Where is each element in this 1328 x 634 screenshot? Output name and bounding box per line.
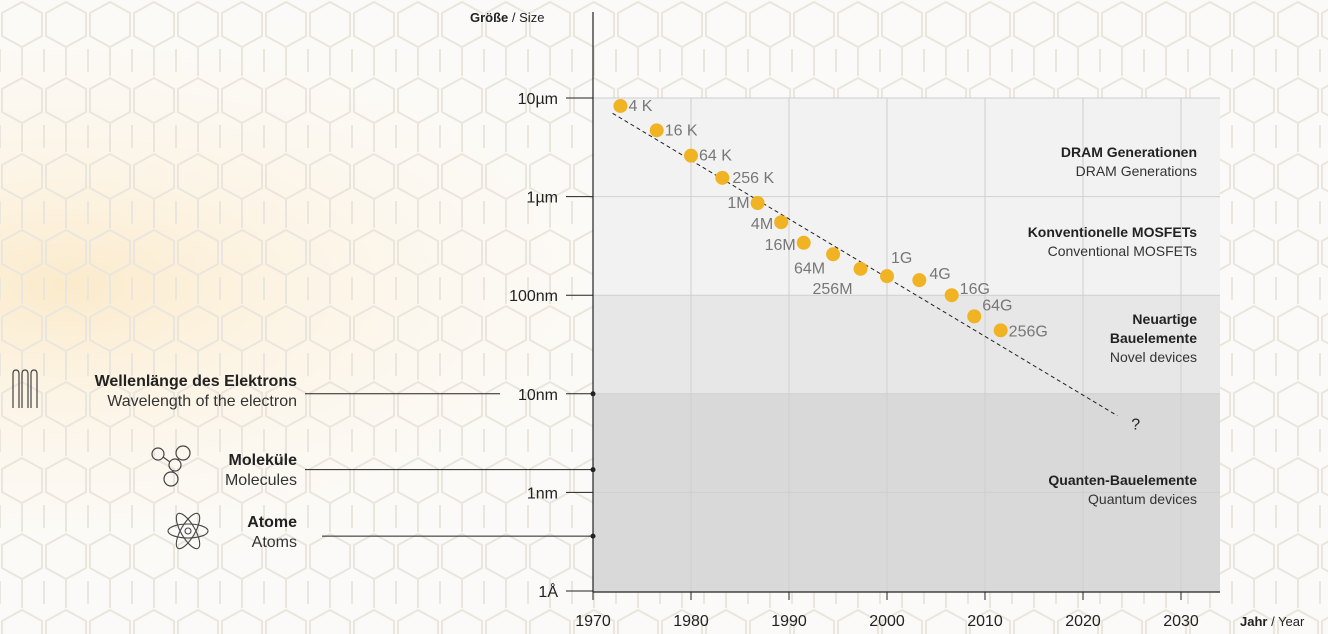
data-point (613, 98, 628, 113)
data-point-label: 64M (794, 260, 825, 277)
trend-end-label: ? (1131, 417, 1140, 434)
data-point (649, 123, 664, 138)
wave-icon (10, 368, 40, 417)
data-point (967, 309, 982, 324)
y-tick-label: 100nm (509, 288, 558, 305)
x-tick-label: 1970 (575, 613, 611, 630)
data-point-label: 1M (727, 195, 749, 212)
y-tick-label: 1nm (527, 485, 558, 502)
data-point-label: 16G (960, 281, 990, 298)
data-point-label: 16 K (665, 122, 698, 139)
zone-label-en-3: Quantum devices (1088, 491, 1197, 507)
legend-electron-de: Wellenlänge des Elektrons (94, 373, 297, 390)
x-tick-label: 2000 (869, 613, 905, 630)
data-point (853, 261, 868, 276)
reference-dot-0 (590, 391, 596, 397)
data-point-label: 256 K (732, 170, 774, 187)
legend-electron-en: Wavelength of the electron (107, 393, 297, 410)
legend-molecules-en: Molecules (224, 472, 297, 489)
x-axis-title-rest: / Year (1267, 614, 1305, 629)
zone-label-en-2: Novel devices (1110, 349, 1197, 365)
y-tick-label: 1µm (527, 190, 558, 207)
data-point-label: 64 K (699, 148, 732, 165)
data-point (774, 215, 789, 230)
data-point (684, 148, 698, 163)
data-point (826, 247, 841, 262)
zone-label-en-0: DRAM Generations (1076, 163, 1197, 179)
data-point (750, 196, 765, 211)
y-tick-label: 10nm (518, 387, 558, 404)
zone-label-de-0: DRAM Generationen (1061, 144, 1197, 160)
data-point-label: 16M (765, 237, 796, 254)
zone-label-de-2: Bauelemente (1110, 330, 1197, 346)
legend-atoms: Atome Atoms (247, 513, 297, 553)
y-tick-label: 1Å (538, 582, 558, 601)
data-point-label: 1G (891, 250, 912, 267)
x-tick-label: 1980 (673, 613, 709, 630)
x-tick-label: 2030 (1163, 613, 1199, 630)
data-point-label: 256M (813, 281, 853, 298)
zone-label-de-2: Neuartige (1132, 311, 1197, 327)
axes: 10µm 1µm 100nm 10nm 1nm 1Å 1970 1980 1990 2000 201… (509, 12, 1220, 630)
data-point (715, 170, 730, 185)
x-tick-label: 1990 (771, 613, 807, 630)
data-point (796, 235, 811, 250)
data-point (993, 323, 1008, 338)
zone-label-de-1: Konventionelle MOSFETs (1028, 224, 1198, 240)
legend-electron-wavelength: Wellenlänge des Elektrons Wavelength of … (95, 372, 297, 412)
y-axis-title: Größe / Size (470, 10, 544, 25)
atom-icon (166, 508, 210, 559)
x-axis-title: Jahr / Year (1240, 614, 1304, 629)
data-point (944, 288, 959, 303)
reference-dot-2 (590, 533, 596, 539)
zone-label-de-3: Quanten-Bauelemente (1048, 472, 1197, 488)
data-point-label: 4G (929, 266, 950, 283)
y-tick-label: 10µm (518, 91, 558, 108)
molecule-icon (150, 445, 194, 494)
data-point-label: 4M (751, 216, 773, 233)
y-axis-title-rest: / Size (508, 10, 545, 25)
x-tick-label: 2020 (1065, 613, 1101, 630)
zone-labels: DRAM Generationen DRAM Generations Konvent… (1028, 144, 1198, 507)
y-axis-title-bold: Größe (470, 10, 509, 25)
grid-lines (593, 97, 1220, 592)
reference-dot-1 (590, 467, 596, 473)
data-point (880, 269, 894, 284)
zone-band-1 (593, 295, 1220, 394)
data-point-label: 256G (1009, 323, 1048, 340)
data-point-label: 4 K (628, 98, 652, 115)
zone-label-en-1: Conventional MOSFETs (1048, 243, 1197, 259)
x-axis-title-bold: Jahr (1240, 614, 1268, 629)
legend-molecules-de: Moleküle (228, 452, 297, 469)
legend-molecules: Moleküle Molecules (225, 451, 297, 491)
reference-lines (305, 391, 596, 539)
legend-atoms-en: Atoms (251, 534, 297, 551)
data-point (912, 273, 927, 288)
x-tick-label: 2010 (967, 613, 1003, 630)
legend-atoms-de: Atome (247, 514, 297, 531)
data-point-label: 64G (982, 297, 1012, 314)
